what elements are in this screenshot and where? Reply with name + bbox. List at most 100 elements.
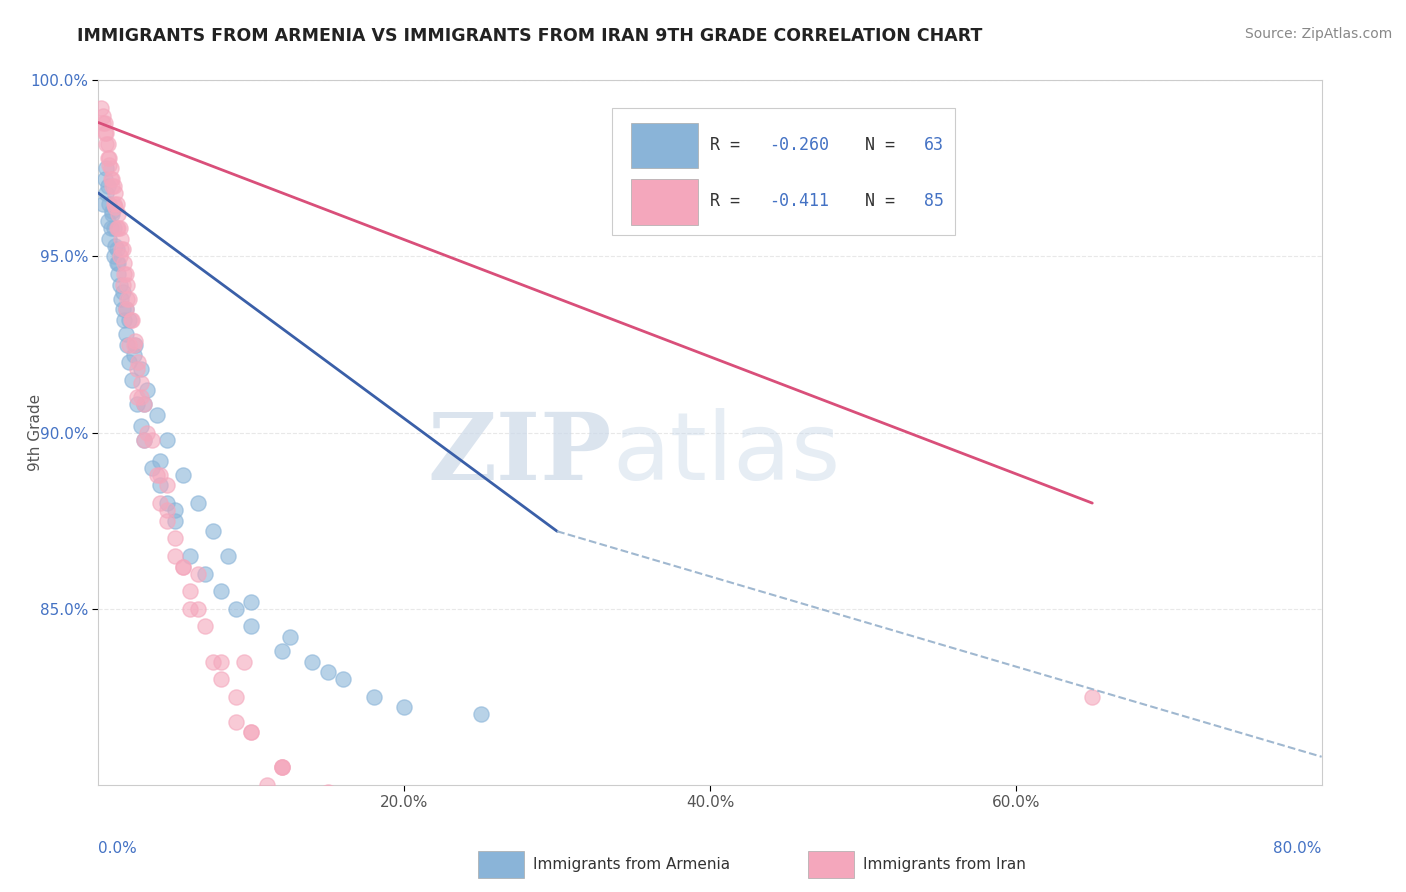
Point xyxy=(100,221,122,235)
Point xyxy=(156,478,179,492)
Point xyxy=(90,102,112,116)
Point xyxy=(110,243,132,257)
Text: Immigrants from Iran: Immigrants from Iran xyxy=(863,857,1026,872)
Point xyxy=(117,277,139,292)
Point xyxy=(97,214,120,228)
Point xyxy=(225,601,247,615)
Point xyxy=(101,172,124,186)
Point xyxy=(94,186,117,200)
Point xyxy=(104,200,127,214)
Point xyxy=(101,203,124,218)
Point xyxy=(163,514,186,528)
Text: IMMIGRANTS FROM ARMENIA VS IMMIGRANTS FROM IRAN 9TH GRADE CORRELATION CHART: IMMIGRANTS FROM ARMENIA VS IMMIGRANTS FR… xyxy=(77,27,983,45)
Point xyxy=(107,267,129,281)
Point xyxy=(149,496,172,510)
Point xyxy=(97,178,120,194)
Point xyxy=(202,524,225,539)
Point xyxy=(117,337,139,351)
Point xyxy=(100,172,122,186)
Point xyxy=(97,151,120,165)
Text: 85: 85 xyxy=(924,193,943,211)
Point xyxy=(118,292,141,306)
Point xyxy=(121,313,143,327)
Point xyxy=(209,673,232,687)
Point xyxy=(118,337,141,351)
Point xyxy=(163,503,186,517)
Point xyxy=(225,690,247,704)
Point xyxy=(103,250,125,264)
Point xyxy=(117,292,139,306)
Point xyxy=(316,665,339,680)
Point xyxy=(194,566,217,581)
Point xyxy=(156,433,179,447)
Point xyxy=(124,337,146,351)
Point xyxy=(110,232,132,246)
Point xyxy=(115,302,138,317)
Point xyxy=(125,391,148,405)
Point xyxy=(107,221,129,235)
Point xyxy=(91,109,114,123)
Point xyxy=(111,302,134,317)
Point xyxy=(108,277,131,292)
Text: N =: N = xyxy=(845,136,904,154)
Point xyxy=(112,313,135,327)
Point xyxy=(110,292,132,306)
Point xyxy=(112,256,135,270)
FancyBboxPatch shape xyxy=(630,179,697,225)
Point xyxy=(100,161,122,176)
Point xyxy=(202,655,225,669)
Point xyxy=(209,655,232,669)
Point xyxy=(111,243,134,257)
Point xyxy=(187,566,209,581)
Point xyxy=(125,362,148,376)
Point xyxy=(156,503,179,517)
Point xyxy=(129,362,152,376)
Point xyxy=(101,178,124,194)
Point xyxy=(108,221,131,235)
Point xyxy=(163,532,186,546)
Text: atlas: atlas xyxy=(612,408,841,500)
Point xyxy=(129,376,152,391)
Point xyxy=(363,690,385,704)
Point xyxy=(122,348,145,362)
Text: 80.0%: 80.0% xyxy=(1274,841,1322,856)
Point xyxy=(187,601,209,615)
Point xyxy=(149,454,172,468)
Point xyxy=(129,391,152,405)
Point xyxy=(136,384,159,398)
Point xyxy=(179,601,201,615)
Point xyxy=(172,467,194,482)
Point xyxy=(209,584,232,599)
Point xyxy=(111,285,134,299)
Point xyxy=(134,433,156,447)
Point xyxy=(332,673,354,687)
Point xyxy=(122,337,145,351)
Text: Immigrants from Armenia: Immigrants from Armenia xyxy=(533,857,730,872)
Point xyxy=(91,196,114,211)
Text: 63: 63 xyxy=(924,136,943,154)
Point xyxy=(149,467,172,482)
Text: N =: N = xyxy=(845,193,904,211)
Point xyxy=(98,232,121,246)
Point xyxy=(217,549,239,563)
Point xyxy=(129,418,152,433)
FancyBboxPatch shape xyxy=(630,122,697,169)
Point xyxy=(103,221,125,235)
Point xyxy=(145,408,167,422)
Point xyxy=(392,814,416,828)
Point xyxy=(107,256,129,270)
Point xyxy=(232,655,254,669)
Point xyxy=(108,250,131,264)
Point xyxy=(94,161,117,176)
Point xyxy=(278,630,301,644)
Point xyxy=(187,496,209,510)
FancyBboxPatch shape xyxy=(478,851,524,878)
Point xyxy=(179,584,201,599)
Point xyxy=(347,814,370,828)
Y-axis label: 9th Grade: 9th Grade xyxy=(28,394,44,471)
Point xyxy=(134,433,156,447)
Point xyxy=(111,277,134,292)
Point xyxy=(105,196,128,211)
Point xyxy=(93,126,115,140)
Point xyxy=(94,136,117,151)
